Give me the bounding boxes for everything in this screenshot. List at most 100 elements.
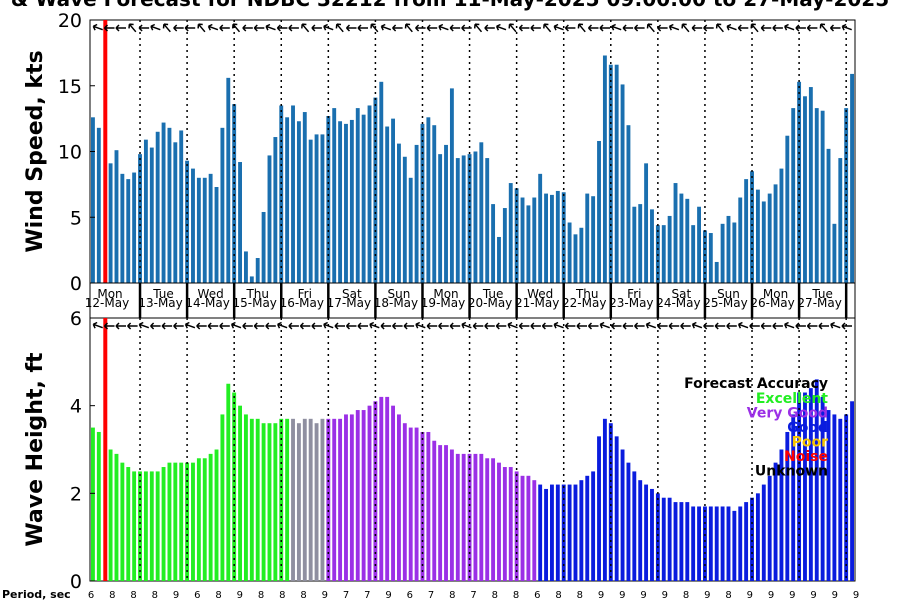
wave-bar [485,458,490,581]
wind-bar [791,108,796,283]
wind-bar [91,117,95,283]
wave-bar [808,388,813,581]
wave-direction-arrow [265,322,276,330]
wind-direction-arrow [404,23,413,33]
wind-direction-arrow [438,23,449,31]
period-value: 8 [109,590,115,600]
wave-direction-arrow [657,322,668,330]
wave-direction-arrow [703,322,714,330]
wave-direction-arrow [772,322,783,330]
wave-bar [597,436,601,581]
wind-bar [220,127,225,283]
wind-direction-arrow [345,24,357,32]
wave-direction-arrow [150,322,161,330]
wind-bar [179,130,184,283]
wind-bar [555,190,560,283]
wave-bar [96,431,101,581]
wind-direction-arrow [599,24,610,32]
wave-bar [191,462,195,581]
day-label-dow: Sun [388,287,411,301]
wave-bar [214,449,219,581]
wave-bar [149,471,154,581]
wind-bar [349,119,354,283]
wave-direction-arrow [299,322,311,330]
wave-bar [220,414,225,581]
wave-direction-arrow [161,322,173,330]
wave-bar [320,418,325,581]
wind-bar [167,127,172,283]
wind-bar [502,208,507,283]
wave-bar [497,462,501,581]
wave-bar [567,484,572,581]
wave-direction-arrow [541,322,553,330]
wind-bar [173,142,178,283]
wind-bar [750,171,754,283]
wave-direction-arrow [449,322,461,330]
wave-bar [779,449,784,581]
wave-direction-arrow [714,322,726,330]
day-label-date: 13-May [138,296,182,310]
wind-bar [285,117,290,283]
wind-bar [650,209,654,283]
wave-bar [461,453,466,581]
wind-bar [579,227,584,283]
wind-speed-panel: 0 5 10 15 20 Wind Speed, kts [23,10,856,295]
wind-bar [838,158,843,283]
wave-bar [585,475,590,581]
wave-bar [691,506,696,581]
wave-bar [514,471,519,581]
wind-direction-arrow [841,23,852,31]
period-value: 6 [534,590,540,600]
wave-direction-arrow [207,322,219,330]
period-value: 8 [152,590,158,600]
wind-direction-arrow [150,23,161,31]
wind-bar [720,223,725,283]
wave-bar [291,418,295,581]
wave-bar [273,423,278,581]
wave-direction-arrow [726,322,737,330]
wind-bar [785,135,790,283]
period-value: 8 [492,590,498,600]
wind-direction-arrow [115,24,126,32]
wind-bar [238,162,242,283]
wave-bar [108,449,113,581]
wave-bar [161,467,166,581]
wave-bar [349,414,354,581]
wind-bar [344,123,348,283]
day-label-dow: Wed [198,287,224,301]
wind-bar [273,137,278,283]
wind-bar [726,215,731,283]
wave-direction-arrow [795,322,806,330]
wave-bar [367,405,372,581]
wave-bar [591,471,596,581]
wave-bar [244,414,248,581]
wind-bar [161,122,166,283]
wave-bar [526,475,531,581]
wind-bar [338,121,343,283]
wind-direction-arrow [288,24,299,32]
wind-bar [644,163,649,283]
wave-bar [832,414,837,581]
wind-bar [191,168,195,283]
day-label-date: 14-May [185,296,229,310]
wind-direction-arrow [265,23,276,31]
wave-bar [508,467,513,581]
wind-direction-arrow [772,24,783,32]
wind-direction-arrow [197,23,206,33]
period-row: Period, sec 6 8 8 8 9 6 8 9 8 8 8 9 7 7 9 6 7 8 7 8 8 6 8 8 9 9 9 9… [2,588,859,600]
wind-direction-arrow [681,23,690,33]
wind-bar [149,147,154,283]
wind-bar [449,88,454,283]
wave-direction-arrow [576,322,587,330]
wave-direction-arrow [691,321,703,329]
wind-direction-arrow [577,23,586,33]
chart-title: & Wave Forecast for NDBC 32212 from 11-M… [11,0,889,11]
wave-bar [773,462,778,581]
wind-bar [308,139,313,283]
wave-direction-arrow [219,322,230,330]
wave-bar [138,471,142,581]
wind-direction-arrow [138,24,150,32]
wind-direction-arrow [495,23,507,31]
wind-bar [850,73,854,283]
